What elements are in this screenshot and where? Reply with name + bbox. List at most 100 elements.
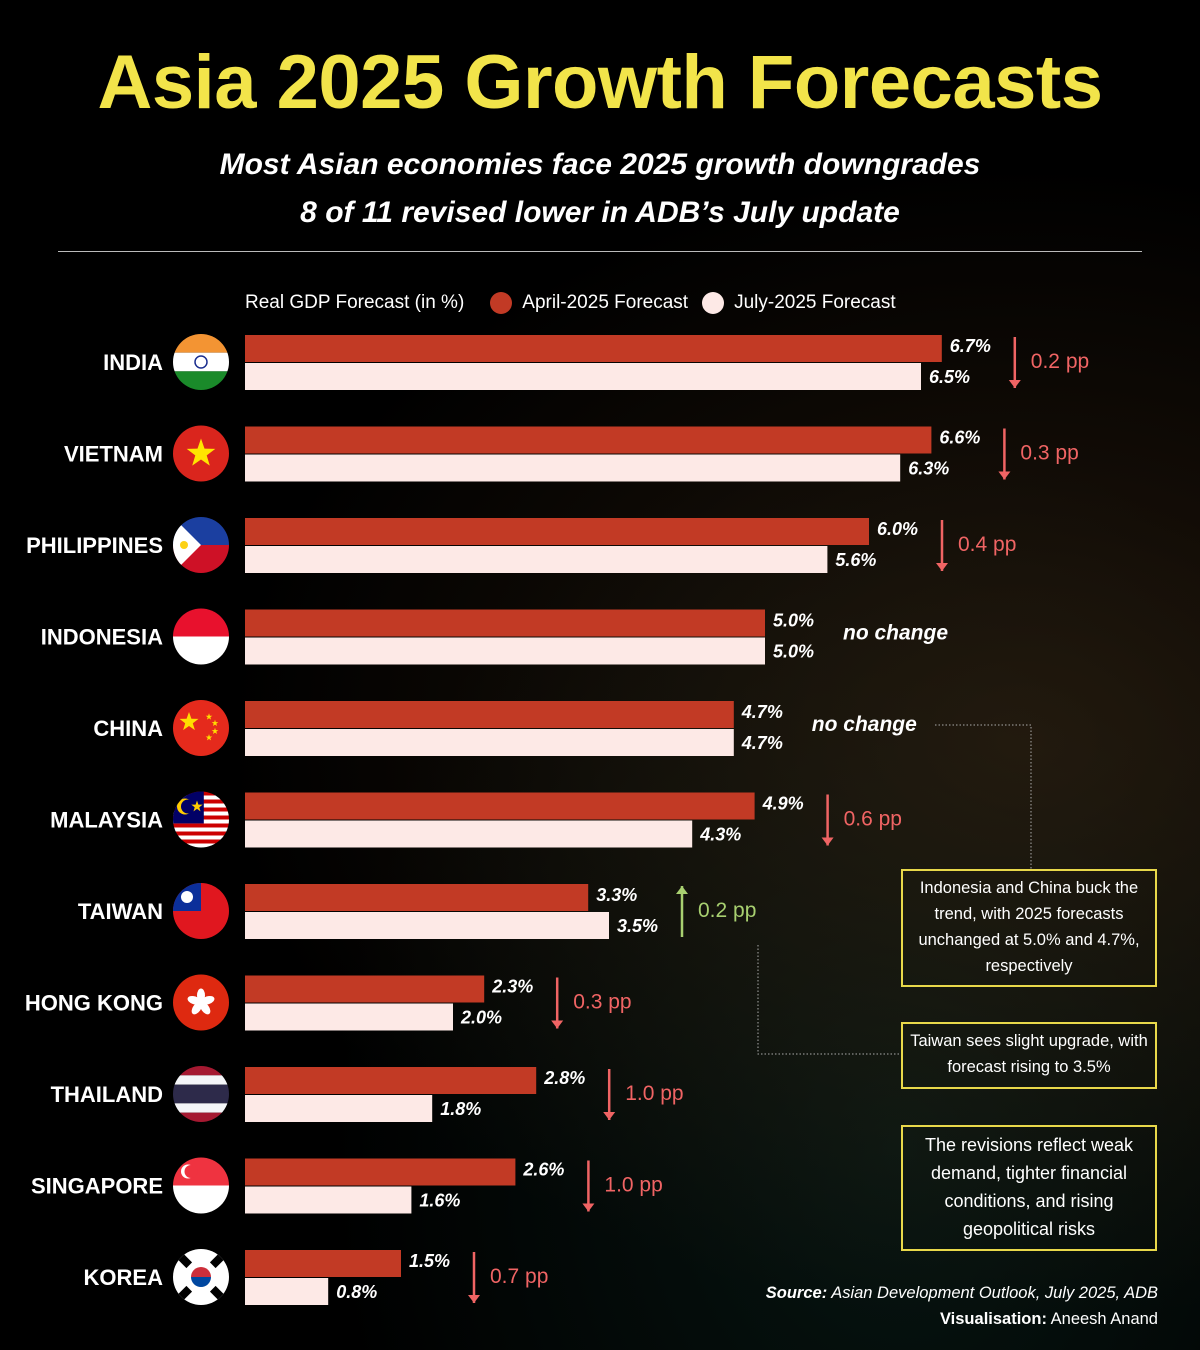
flag-part [173,1103,229,1113]
bar-april [245,426,932,454]
bar-april [245,884,589,911]
value-label-april: 5.0% [773,611,814,631]
flag-part [173,823,229,828]
flag-body [173,425,229,482]
country-label: MALAYSIA [50,808,163,833]
value-label-july: 5.6% [835,550,876,570]
trigram [209,1253,225,1269]
flag-part [173,371,229,390]
down-arrow-icon [468,1252,480,1303]
star [186,438,216,466]
value-label-april: 6.6% [939,428,980,448]
bar-july [245,454,901,482]
flag-part [173,1084,229,1104]
flag-body [173,334,229,390]
value-label-april: 6.7% [950,336,991,356]
flag-india-icon [173,334,229,390]
bar-july [245,363,921,390]
change-label: no change [812,713,917,736]
country-label: TAIWAN [78,899,163,924]
arrow-head [1008,380,1021,388]
change-label: 0.2 pp [698,899,756,922]
legend-label-april: April-2025 Forecast [522,292,689,313]
callout-unchanged: Indonesia and China buck the trend, with… [901,869,1157,987]
flag-part [173,831,229,836]
bar-april [245,1158,516,1186]
legend-swatch-july [702,292,725,314]
flag-body [173,1157,229,1214]
down-arrow-icon [821,794,834,846]
flag-part [173,1075,229,1085]
subtitle-line-1: Most Asian economies face 2025 growth do… [219,148,981,181]
change-label: 0.3 pp [1020,442,1078,465]
down-arrow-icon [936,520,948,571]
flag-part [173,835,229,840]
value-label-july: 6.5% [929,367,970,387]
bar-april [245,1250,401,1277]
flag-hongkong-icon [173,974,229,1031]
value-label-april: 4.7% [741,702,783,722]
arrow-head [998,471,1011,480]
bar-july [245,1278,329,1305]
petal [199,1002,211,1015]
flag-indonesia-icon [173,608,229,665]
source-text: Asian Development Outlook, July 2025, AD… [831,1284,1158,1302]
value-label-july: 1.6% [419,1191,460,1211]
taegeuk-red [191,1267,211,1277]
callout-revisions: The revisions reflect weak demand, tight… [901,1125,1157,1251]
bar-april [245,975,485,1003]
down-arrow-icon [1008,337,1021,388]
small-star [205,713,213,720]
bar-july [245,820,693,848]
sun [180,541,188,549]
bar-july [245,637,765,665]
flag-body [173,517,229,573]
trigram [177,1285,193,1301]
vis-label: Visualisation: [939,1310,1047,1328]
value-label-april: 3.3% [596,885,637,905]
star [179,712,199,731]
change-label: no change [843,622,948,645]
bar-july [245,729,734,756]
value-label-july: 0.8% [336,1282,377,1302]
change-label: 0.6 pp [844,808,902,831]
small-star [211,727,219,734]
sun [181,891,193,903]
country-label: INDONESIA [41,625,163,650]
change-label: 1.0 pp [604,1174,662,1197]
value-label-july: 3.5% [617,916,658,936]
flag-singapore-icon [173,1157,229,1214]
arrow-head [676,886,688,894]
flag-part [173,700,229,756]
flag-body [173,608,229,665]
country-label: VIETNAM [64,442,163,467]
country-label: INDIA [103,350,163,375]
arrow-head [821,837,834,846]
crescent-cut [184,1165,198,1178]
value-label-july: 4.7% [741,733,783,753]
flag-thailand-icon [173,1066,229,1122]
source-label: Source: [765,1284,828,1302]
value-label-july: 4.3% [699,825,741,845]
connector-line [935,724,1032,869]
source-note: Source: Asian Development Outlook, July … [766,1280,1158,1332]
down-arrow-icon [603,1069,616,1120]
subtitle-line-2: 8 of 11 revised lower in ADB’s July upda… [300,196,900,229]
value-label-april: 2.3% [491,977,533,997]
value-label-july: 5.0% [773,642,814,662]
bar-april [245,1067,537,1094]
value-label-april: 4.9% [762,794,804,814]
bar-april [245,518,869,545]
bar-july [245,546,828,573]
axis-label: Real GDP Forecast (in %) [245,292,465,313]
small-star [205,734,213,741]
country-label: THAILAND [51,1082,163,1107]
flag-korea-icon [173,1249,229,1305]
crescent-cut [181,799,195,814]
arrow-head [936,563,948,571]
legend-swatch-april [490,292,513,314]
flag-vietnam-icon [173,425,229,482]
bar-april [245,701,734,728]
flag-body [173,700,229,756]
